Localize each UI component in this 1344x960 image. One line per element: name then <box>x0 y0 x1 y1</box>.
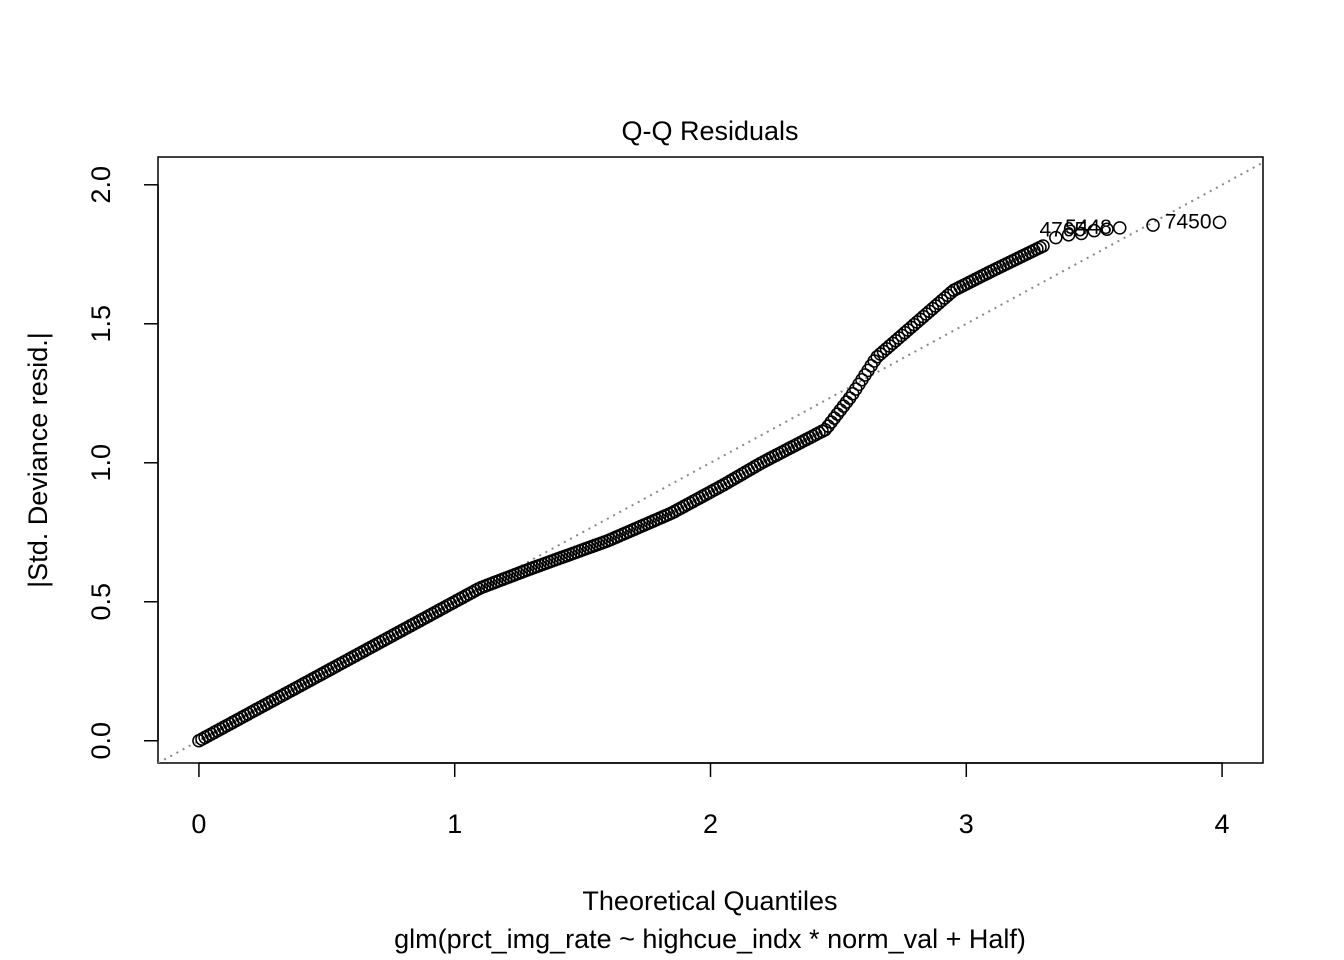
chart-title: Q-Q Residuals <box>621 116 798 146</box>
data-point <box>1113 221 1127 235</box>
data-point <box>1100 222 1114 237</box>
data-point <box>1061 228 1076 242</box>
data-point <box>830 407 845 421</box>
data-point <box>842 391 857 405</box>
x-tick-label: 4 <box>1215 809 1230 839</box>
y-tick-label: 2.0 <box>86 166 116 204</box>
points-layer <box>192 215 1227 748</box>
y-tick-label: 0.0 <box>86 722 116 760</box>
x-tick-label: 3 <box>959 809 974 839</box>
data-point <box>1146 218 1160 232</box>
x-tick-label: 0 <box>191 809 206 839</box>
data-point <box>836 399 851 413</box>
point-label: 7450 <box>1165 210 1212 233</box>
x-axis-label: Theoretical Quantiles <box>582 886 837 916</box>
point-label: 5448 <box>1065 216 1112 239</box>
y-axis-label: |Std. Deviance resid.| <box>23 332 53 588</box>
data-point <box>824 415 838 429</box>
data-point <box>1049 230 1063 245</box>
data-point <box>1212 215 1227 230</box>
data-point <box>1087 223 1101 238</box>
y-tick-label: 1.0 <box>86 444 116 482</box>
data-point <box>833 403 848 417</box>
data-point <box>1074 226 1089 241</box>
x-axis: 0 1 2 3 4 <box>191 762 1230 839</box>
data-point <box>827 411 842 425</box>
y-tick-label: 1.5 <box>86 305 116 343</box>
chart-subtitle: glm(prct_img_rate ~ highcue_indx * norm_… <box>394 924 1026 954</box>
y-tick-label: 0.5 <box>86 583 116 621</box>
x-tick-label: 1 <box>447 809 462 839</box>
data-point <box>1036 239 1050 253</box>
data-point <box>839 395 854 409</box>
point-label: 4765 <box>1039 219 1086 242</box>
x-tick-label: 2 <box>703 809 718 839</box>
y-axis: 0.0 0.5 1.0 1.5 2.0 <box>86 166 159 760</box>
